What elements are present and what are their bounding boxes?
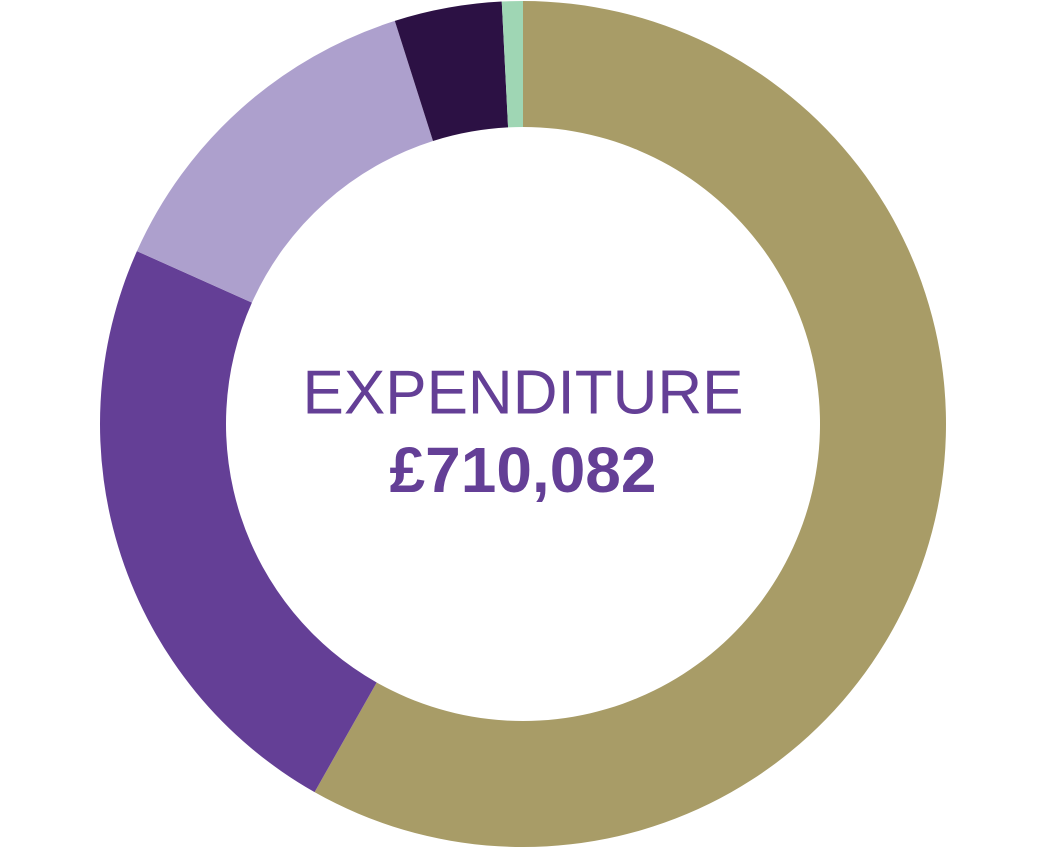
donut-slice: [100, 251, 377, 793]
center-value: £710,082: [390, 434, 657, 506]
donut-slice: [394, 1, 509, 141]
donut-slice: [314, 1, 947, 848]
donut-slice: [136, 20, 433, 303]
donut: [100, 1, 947, 848]
donut-slice: [501, 1, 523, 128]
center-label: EXPENDITURE: [303, 358, 744, 427]
